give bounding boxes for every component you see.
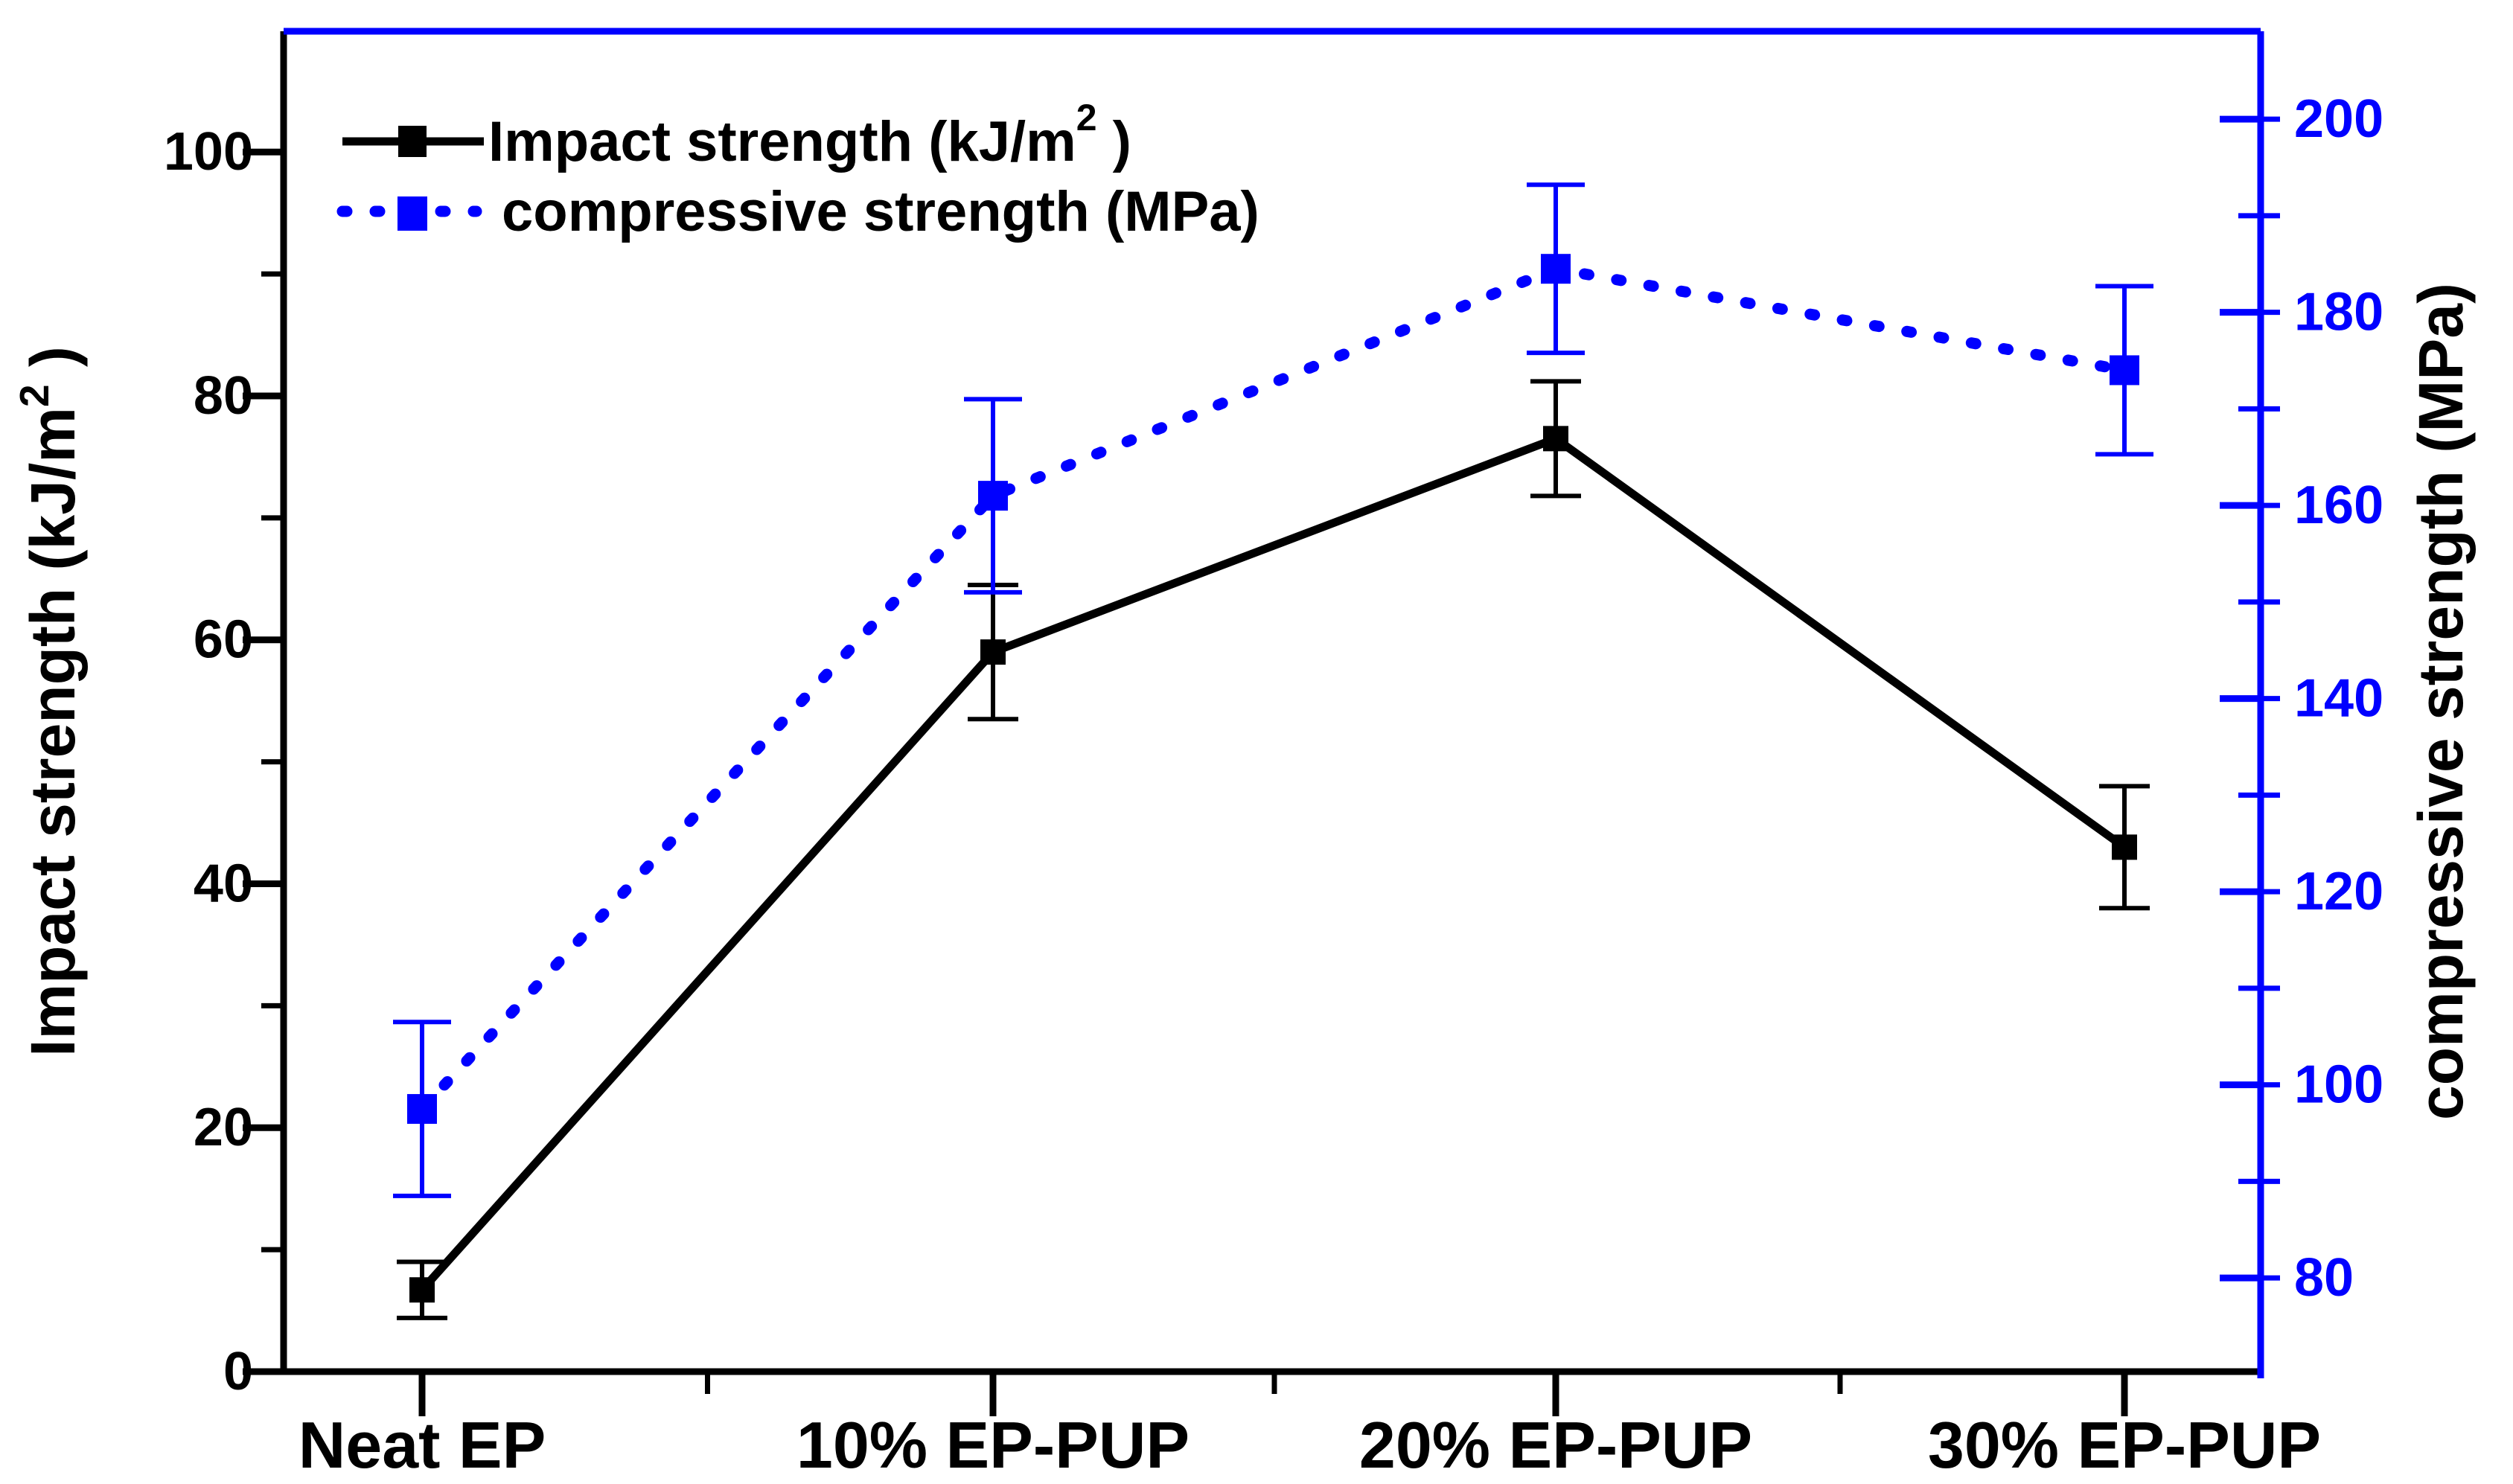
left-axis-tick-label: 100	[164, 122, 253, 182]
legend-impact-label-part: 2	[1076, 97, 1097, 138]
legend-compressive-marker-sample	[397, 196, 427, 231]
left-axis-tick-label: 60	[194, 610, 253, 670]
right-axis-tick-label: 160	[2294, 476, 2383, 535]
x-axis-category-label: Neat EP	[298, 1408, 546, 1482]
compressive-strength-marker	[2110, 355, 2139, 386]
right-axis-tick-label: 140	[2294, 669, 2383, 729]
right-axis-tick-label: 180	[2294, 283, 2383, 342]
legend-impact-label-part: Impact strength (kJ/m	[488, 110, 1076, 173]
left-axis-tick-label: 0	[223, 1342, 253, 1401]
legend-impact-label: Impact strength (kJ/m2 )	[488, 97, 1131, 173]
x-axis-category-label: 10% EP-PUP	[796, 1408, 1190, 1482]
right-axis-tick-label: 200	[2294, 89, 2383, 149]
left-axis-title: Impact strength (kJ/m2 )	[11, 346, 88, 1057]
impact-strength-marker	[980, 639, 1006, 665]
x-axis-category-label: 20% EP-PUP	[1359, 1408, 1752, 1482]
x-axis-category-label: 30% EP-PUP	[1928, 1408, 2321, 1482]
legend-impact-label-part: )	[1097, 110, 1131, 173]
left-axis-tick-label: 80	[194, 366, 253, 426]
compressive-strength-marker	[1541, 254, 1571, 284]
impact-strength-marker	[2112, 834, 2137, 860]
left-axis-title-part: )	[18, 346, 88, 384]
right-axis-tick-label: 80	[2294, 1248, 2354, 1308]
impact-strength-marker	[1543, 426, 1568, 452]
compressive-strength-line	[416, 263, 2130, 1115]
compressive-strength-marker	[407, 1094, 437, 1125]
legend-impact-marker-sample	[398, 126, 427, 157]
left-axis-tick-label: 40	[194, 854, 253, 913]
impact-strength-line	[418, 434, 2129, 1294]
compressive-strength-marker	[978, 481, 1008, 511]
impact-strength-marker	[409, 1277, 435, 1303]
legend-compressive-label: compressive strength (MPa)	[502, 180, 1259, 243]
right-axis-tick-label: 120	[2294, 862, 2383, 921]
right-axis-tick-label: 100	[2294, 1055, 2383, 1115]
right-axis-title: compressive strength (MPa)	[2406, 283, 2476, 1120]
left-axis-title-part: 2	[11, 384, 57, 407]
legend-compressive-label-part: compressive strength (MPa)	[502, 180, 1259, 243]
right-axis-title-part: compressive strength (MPa)	[2406, 283, 2476, 1120]
left-axis-title-part: Impact strength (kJ/m	[18, 407, 88, 1057]
left-axis-tick-label: 20	[194, 1098, 253, 1157]
